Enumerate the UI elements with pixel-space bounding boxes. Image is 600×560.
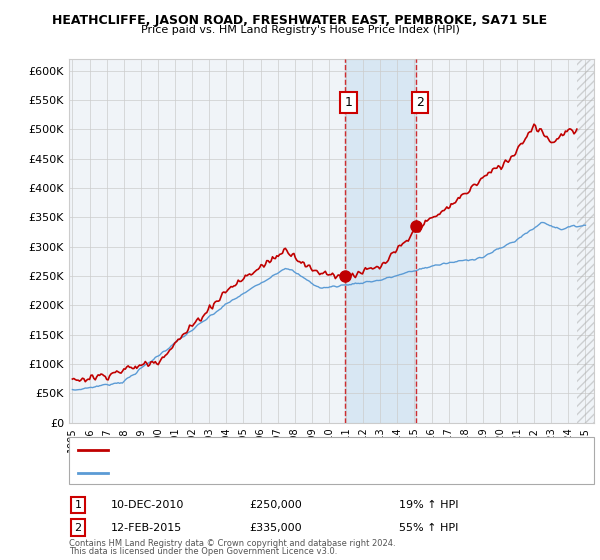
Bar — [345, 59, 416, 423]
Bar — [577, 59, 600, 423]
Text: 19% ↑ HPI: 19% ↑ HPI — [399, 500, 458, 510]
Text: HEATHCLIFFE, JASON ROAD, FRESHWATER EAST, PEMBROKE, SA71 5LE (detached house: HEATHCLIFFE, JASON ROAD, FRESHWATER EAST… — [114, 445, 546, 455]
Text: Price paid vs. HM Land Registry's House Price Index (HPI): Price paid vs. HM Land Registry's House … — [140, 25, 460, 35]
Text: 55% ↑ HPI: 55% ↑ HPI — [399, 522, 458, 533]
Bar — [577, 59, 600, 423]
Text: £335,000: £335,000 — [249, 522, 302, 533]
Text: HPI: Average price, detached house, Pembrokeshire: HPI: Average price, detached house, Pemb… — [114, 468, 367, 478]
Text: This data is licensed under the Open Government Licence v3.0.: This data is licensed under the Open Gov… — [69, 547, 337, 556]
Text: 12-FEB-2015: 12-FEB-2015 — [111, 522, 182, 533]
Text: 10-DEC-2010: 10-DEC-2010 — [111, 500, 184, 510]
Text: Contains HM Land Registry data © Crown copyright and database right 2024.: Contains HM Land Registry data © Crown c… — [69, 539, 395, 548]
Text: 2: 2 — [74, 522, 82, 533]
Text: 1: 1 — [74, 500, 82, 510]
Text: 1: 1 — [344, 96, 352, 109]
Text: HEATHCLIFFE, JASON ROAD, FRESHWATER EAST, PEMBROKE, SA71 5LE: HEATHCLIFFE, JASON ROAD, FRESHWATER EAST… — [52, 14, 548, 27]
Text: 2: 2 — [416, 96, 424, 109]
Text: £250,000: £250,000 — [249, 500, 302, 510]
